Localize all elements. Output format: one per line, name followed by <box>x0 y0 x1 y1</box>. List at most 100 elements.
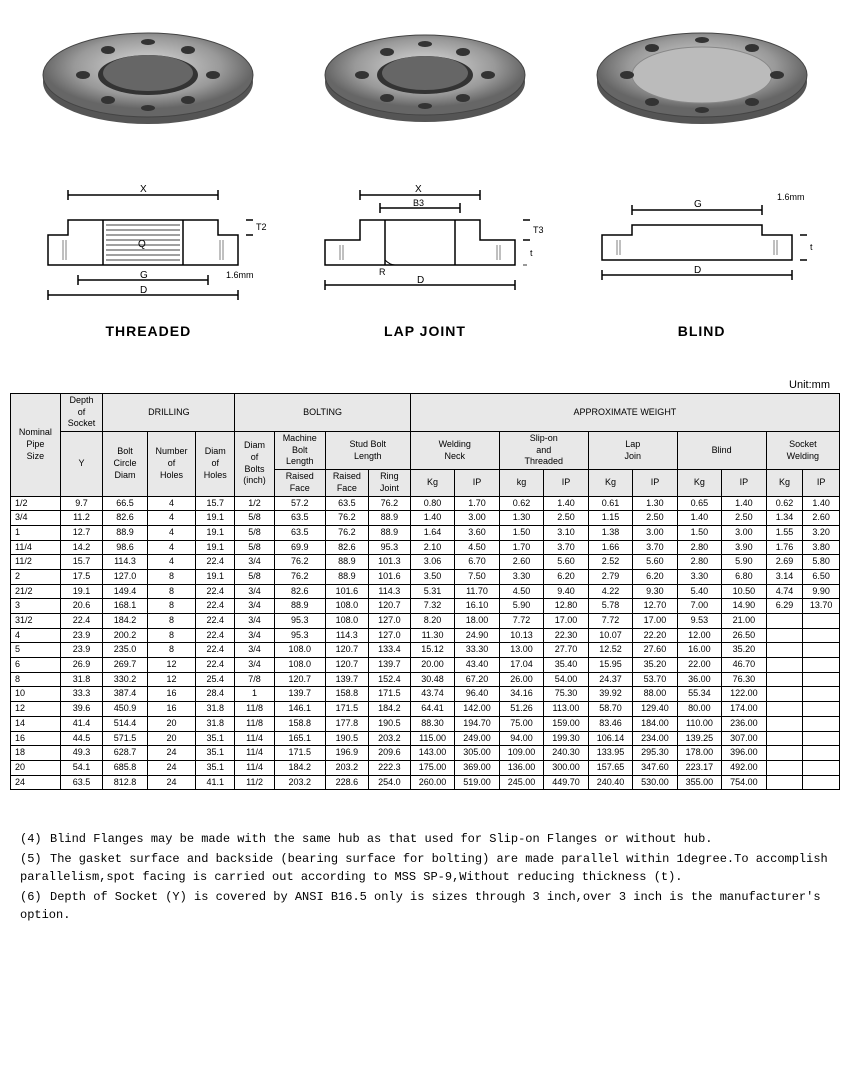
table-cell: 76.2 <box>325 511 368 526</box>
table-cell: 30.48 <box>410 672 454 687</box>
dim-X: X <box>415 184 422 195</box>
th-numholes: Number of Holes <box>147 432 195 496</box>
table-cell: 115.00 <box>410 731 454 746</box>
th-socketweld: Socket Welding <box>766 432 839 470</box>
table-cell: 200.2 <box>103 628 147 643</box>
dim-D: D <box>417 275 424 286</box>
flange-images-row <box>10 20 840 140</box>
table-cell: 5/8 <box>235 511 274 526</box>
th-kg4: Kg <box>677 470 721 496</box>
table-cell: 14.2 <box>60 540 103 555</box>
th-ip4: IP <box>722 470 766 496</box>
note-text: The gasket surface and backside (bearing… <box>20 852 828 884</box>
table-cell: 33.3 <box>60 687 103 702</box>
table-cell: 0.61 <box>588 496 632 511</box>
table-cell: 184.2 <box>103 614 147 629</box>
dim-t: t <box>530 248 533 258</box>
table-cell: 7.72 <box>588 614 632 629</box>
note-number: (6) <box>20 888 50 906</box>
table-cell: 3.06 <box>410 555 454 570</box>
table-cell: 57.2 <box>274 496 325 511</box>
table-cell: 19.1 <box>196 525 235 540</box>
table-cell: 31.8 <box>60 672 103 687</box>
table-cell: 190.5 <box>325 731 368 746</box>
table-cell: 9.40 <box>544 584 588 599</box>
threaded-label: THREADED <box>18 323 278 339</box>
table-cell: 10.13 <box>499 628 543 643</box>
dim-B3: B3 <box>413 198 424 208</box>
table-cell: 22.4 <box>196 643 235 658</box>
table-header: Nominal Pipe Size Depth of Socket DRILLI… <box>11 394 840 497</box>
table-cell: 628.7 <box>103 746 147 761</box>
table-cell: 120.7 <box>325 643 368 658</box>
th-ip5: IP <box>803 470 840 496</box>
table-row: 31/222.4184.2822.43/495.3108.0127.08.201… <box>11 614 840 629</box>
table-cell <box>803 760 840 775</box>
table-cell: 6.29 <box>766 599 803 614</box>
table-cell: 76.2 <box>274 569 325 584</box>
th-slipon: Slip-on and Threaded <box>499 432 588 470</box>
table-cell: 19.1 <box>196 540 235 555</box>
table-cell: 49.3 <box>60 746 103 761</box>
table-cell: 16.10 <box>455 599 499 614</box>
table-cell: 51.26 <box>499 702 543 717</box>
blind-label: BLIND <box>572 323 832 339</box>
table-cell: 249.00 <box>455 731 499 746</box>
table-cell: 19.1 <box>60 584 103 599</box>
table-cell: 514.4 <box>103 716 147 731</box>
table-cell: 2.79 <box>588 569 632 584</box>
table-cell: 16.00 <box>677 643 721 658</box>
table-cell: 240.30 <box>544 746 588 761</box>
table-cell: 171.5 <box>274 746 325 761</box>
table-cell: 95.3 <box>274 614 325 629</box>
table-cell: 22.00 <box>677 658 721 673</box>
table-row: 217.5127.0819.15/876.288.9101.63.507.503… <box>11 569 840 584</box>
table-cell: 20.6 <box>60 599 103 614</box>
dim-D: D <box>694 265 701 276</box>
table-cell: 63.5 <box>274 511 325 526</box>
table-cell: 355.00 <box>677 775 721 790</box>
table-cell: 8 <box>147 614 195 629</box>
th-raised1: Raised Face <box>274 470 325 496</box>
table-cell: 43.40 <box>455 658 499 673</box>
table-cell: 1.70 <box>455 496 499 511</box>
table-cell: 76.2 <box>274 555 325 570</box>
table-cell: 23.9 <box>60 643 103 658</box>
table-cell: 7.32 <box>410 599 454 614</box>
table-cell: 6.80 <box>722 569 766 584</box>
table-cell: 44.5 <box>60 731 103 746</box>
table-cell: 3.00 <box>722 525 766 540</box>
table-cell: 8.20 <box>410 614 454 629</box>
th-diamholes: Diam of Holes <box>196 432 235 496</box>
table-cell: 80.00 <box>677 702 721 717</box>
table-cell <box>766 731 803 746</box>
table-cell: 4.50 <box>499 584 543 599</box>
table-cell: 158.8 <box>274 716 325 731</box>
th-studbolt: Stud Bolt Length <box>325 432 410 470</box>
table-cell: 16 <box>147 702 195 717</box>
dim-1.6mm: 1.6mm <box>777 192 805 202</box>
table-cell: 20 <box>147 731 195 746</box>
table-cell: 3.80 <box>803 540 840 555</box>
table-cell: 184.00 <box>633 716 677 731</box>
table-cell: 88.00 <box>633 687 677 702</box>
table-cell: 94.00 <box>499 731 543 746</box>
table-cell: 295.30 <box>633 746 677 761</box>
table-cell: 3.20 <box>803 525 840 540</box>
table-cell: 24 <box>147 775 195 790</box>
table-cell: 120.7 <box>325 658 368 673</box>
table-row: 3/411.282.6419.15/863.576.288.91.403.001… <box>11 511 840 526</box>
table-cell: 12.00 <box>677 628 721 643</box>
table-cell: 120.7 <box>274 672 325 687</box>
table-cell <box>803 731 840 746</box>
table-cell: 75.00 <box>499 716 543 731</box>
table-cell: 127.0 <box>103 569 147 584</box>
table-cell: 82.6 <box>325 540 368 555</box>
table-cell: 3.14 <box>766 569 803 584</box>
table-row: 112.788.9419.15/863.576.288.91.643.601.5… <box>11 525 840 540</box>
table-cell: 1.55 <box>766 525 803 540</box>
table-cell: 108.0 <box>274 658 325 673</box>
table-cell: 235.0 <box>103 643 147 658</box>
table-cell: 23.9 <box>60 628 103 643</box>
th-ip2: IP <box>544 470 588 496</box>
